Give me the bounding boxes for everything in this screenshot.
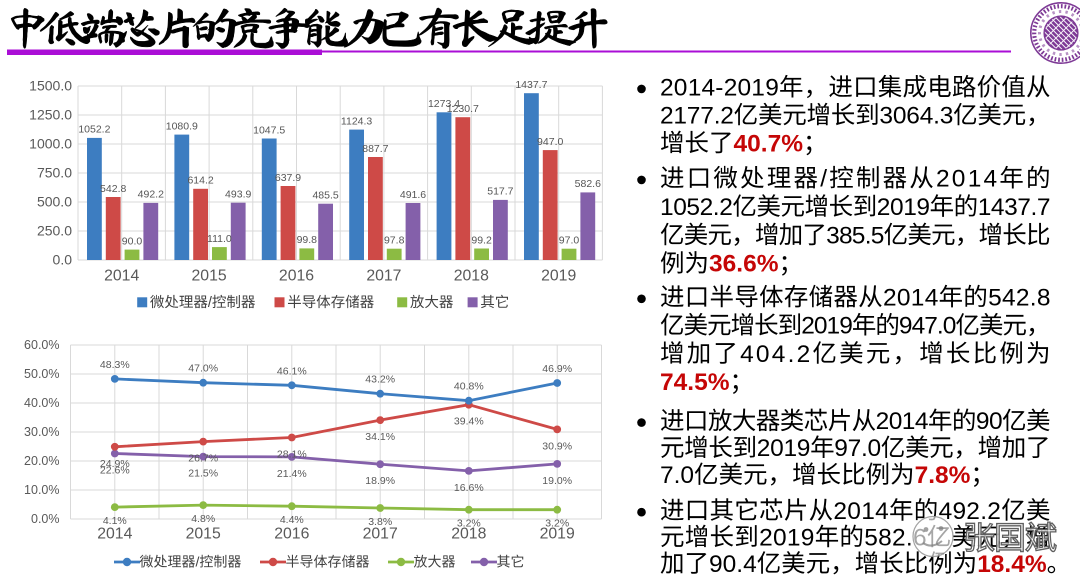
svg-text:30.9%: 30.9% bbox=[542, 440, 572, 452]
svg-text:2014: 2014 bbox=[97, 526, 132, 543]
svg-text:4.1%: 4.1% bbox=[103, 515, 127, 527]
svg-text:7.8%: 7.8% bbox=[915, 462, 971, 489]
svg-text:2018: 2018 bbox=[451, 526, 486, 543]
svg-text:492.2: 492.2 bbox=[138, 189, 164, 201]
svg-text:40.8%: 40.8% bbox=[454, 381, 484, 393]
svg-text:0.0%: 0.0% bbox=[31, 512, 60, 526]
svg-text:21.5%: 21.5% bbox=[188, 468, 218, 480]
svg-text:947.0: 947.0 bbox=[537, 136, 563, 148]
svg-text:1273.4: 1273.4 bbox=[428, 98, 460, 110]
svg-text:2019: 2019 bbox=[540, 526, 575, 543]
svg-text:1124.3: 1124.3 bbox=[341, 115, 372, 127]
svg-text:1052.2: 1052.2 bbox=[78, 124, 110, 136]
svg-text:46.9%: 46.9% bbox=[542, 363, 572, 375]
svg-text:90.0: 90.0 bbox=[122, 235, 143, 247]
svg-text:21.4%: 21.4% bbox=[277, 468, 307, 480]
svg-text:74.5%: 74.5% bbox=[660, 369, 730, 396]
svg-text:10.0%: 10.0% bbox=[24, 483, 59, 497]
svg-text:43.2%: 43.2% bbox=[365, 374, 395, 386]
svg-text:385.5: 385.5 bbox=[826, 222, 884, 249]
svg-text:48.3%: 48.3% bbox=[100, 359, 130, 371]
svg-text:/: / bbox=[208, 295, 213, 311]
svg-text:493.9: 493.9 bbox=[225, 189, 251, 201]
svg-text:2014: 2014 bbox=[104, 268, 139, 285]
svg-text:2016: 2016 bbox=[279, 268, 314, 285]
svg-text:3.2%: 3.2% bbox=[545, 518, 569, 530]
svg-text:34.1%: 34.1% bbox=[365, 431, 395, 443]
svg-text:90.4: 90.4 bbox=[709, 551, 757, 578]
svg-text:1080.9: 1080.9 bbox=[166, 120, 198, 132]
svg-text:/: / bbox=[196, 554, 200, 570]
svg-text:1437.7: 1437.7 bbox=[515, 79, 547, 91]
svg-text:250.0: 250.0 bbox=[37, 223, 72, 239]
svg-text:4.4%: 4.4% bbox=[280, 514, 304, 526]
svg-text:542.8: 542.8 bbox=[100, 183, 126, 195]
svg-text:2016: 2016 bbox=[274, 526, 309, 543]
svg-text:1250.0: 1250.0 bbox=[29, 107, 72, 123]
svg-text:1500.0: 1500.0 bbox=[29, 78, 72, 94]
svg-text:1047.5: 1047.5 bbox=[253, 124, 285, 136]
svg-text:404.2: 404.2 bbox=[740, 341, 810, 368]
svg-text:614.2: 614.2 bbox=[187, 175, 213, 187]
svg-text:99.2: 99.2 bbox=[471, 234, 492, 246]
svg-text:111.0: 111.0 bbox=[207, 233, 232, 245]
svg-text:485.5: 485.5 bbox=[312, 190, 338, 202]
svg-text:582.6: 582.6 bbox=[575, 178, 601, 190]
svg-text:19.0%: 19.0% bbox=[542, 475, 572, 487]
svg-text:18.9%: 18.9% bbox=[365, 475, 395, 487]
svg-text:97.8: 97.8 bbox=[384, 235, 405, 247]
svg-text:0.0: 0.0 bbox=[53, 252, 73, 268]
svg-text:20.0%: 20.0% bbox=[24, 454, 59, 468]
svg-text:26.7%: 26.7% bbox=[188, 453, 218, 465]
svg-text:2015: 2015 bbox=[192, 268, 227, 285]
svg-text:30.0%: 30.0% bbox=[24, 425, 59, 439]
svg-text:1230.7: 1230.7 bbox=[447, 103, 479, 115]
svg-text:1000.0: 1000.0 bbox=[29, 136, 72, 152]
svg-text:637.9: 637.9 bbox=[275, 172, 301, 184]
svg-text:500.0: 500.0 bbox=[37, 194, 72, 210]
svg-text:491.6: 491.6 bbox=[400, 189, 426, 201]
svg-text:2019: 2019 bbox=[541, 268, 576, 285]
svg-text:24.9%: 24.9% bbox=[100, 458, 130, 470]
svg-text:40.0%: 40.0% bbox=[24, 396, 59, 410]
svg-text:3.8%: 3.8% bbox=[368, 516, 392, 528]
svg-text:2015: 2015 bbox=[186, 526, 221, 543]
svg-text:99.8: 99.8 bbox=[297, 234, 318, 246]
svg-text:36.6%: 36.6% bbox=[709, 251, 779, 278]
svg-text:7.0: 7.0 bbox=[660, 462, 694, 489]
svg-text:47.0%: 47.0% bbox=[188, 363, 218, 375]
svg-text:2014-2019: 2014-2019 bbox=[660, 75, 779, 102]
svg-text:750.0: 750.0 bbox=[37, 165, 72, 181]
svg-text:39.4%: 39.4% bbox=[454, 416, 484, 428]
svg-text:16.6%: 16.6% bbox=[454, 482, 484, 494]
svg-text:40.7%: 40.7% bbox=[734, 130, 804, 157]
svg-text:50.0%: 50.0% bbox=[24, 367, 59, 381]
svg-text:2018: 2018 bbox=[454, 268, 489, 285]
svg-text:517.7: 517.7 bbox=[487, 186, 513, 198]
svg-text:60.0%: 60.0% bbox=[24, 338, 59, 352]
svg-text:97.0: 97.0 bbox=[559, 235, 580, 247]
svg-text:28.1%: 28.1% bbox=[277, 449, 307, 461]
svg-text:4.8%: 4.8% bbox=[191, 513, 215, 525]
svg-text:3.2%: 3.2% bbox=[457, 518, 481, 530]
svg-text:22.6%: 22.6% bbox=[100, 465, 130, 477]
svg-text:887.7: 887.7 bbox=[362, 143, 388, 155]
svg-text:46.1%: 46.1% bbox=[277, 365, 307, 377]
svg-text:18.4%: 18.4% bbox=[977, 551, 1047, 578]
svg-text:2017: 2017 bbox=[363, 526, 398, 543]
svg-text:2017: 2017 bbox=[366, 268, 401, 285]
